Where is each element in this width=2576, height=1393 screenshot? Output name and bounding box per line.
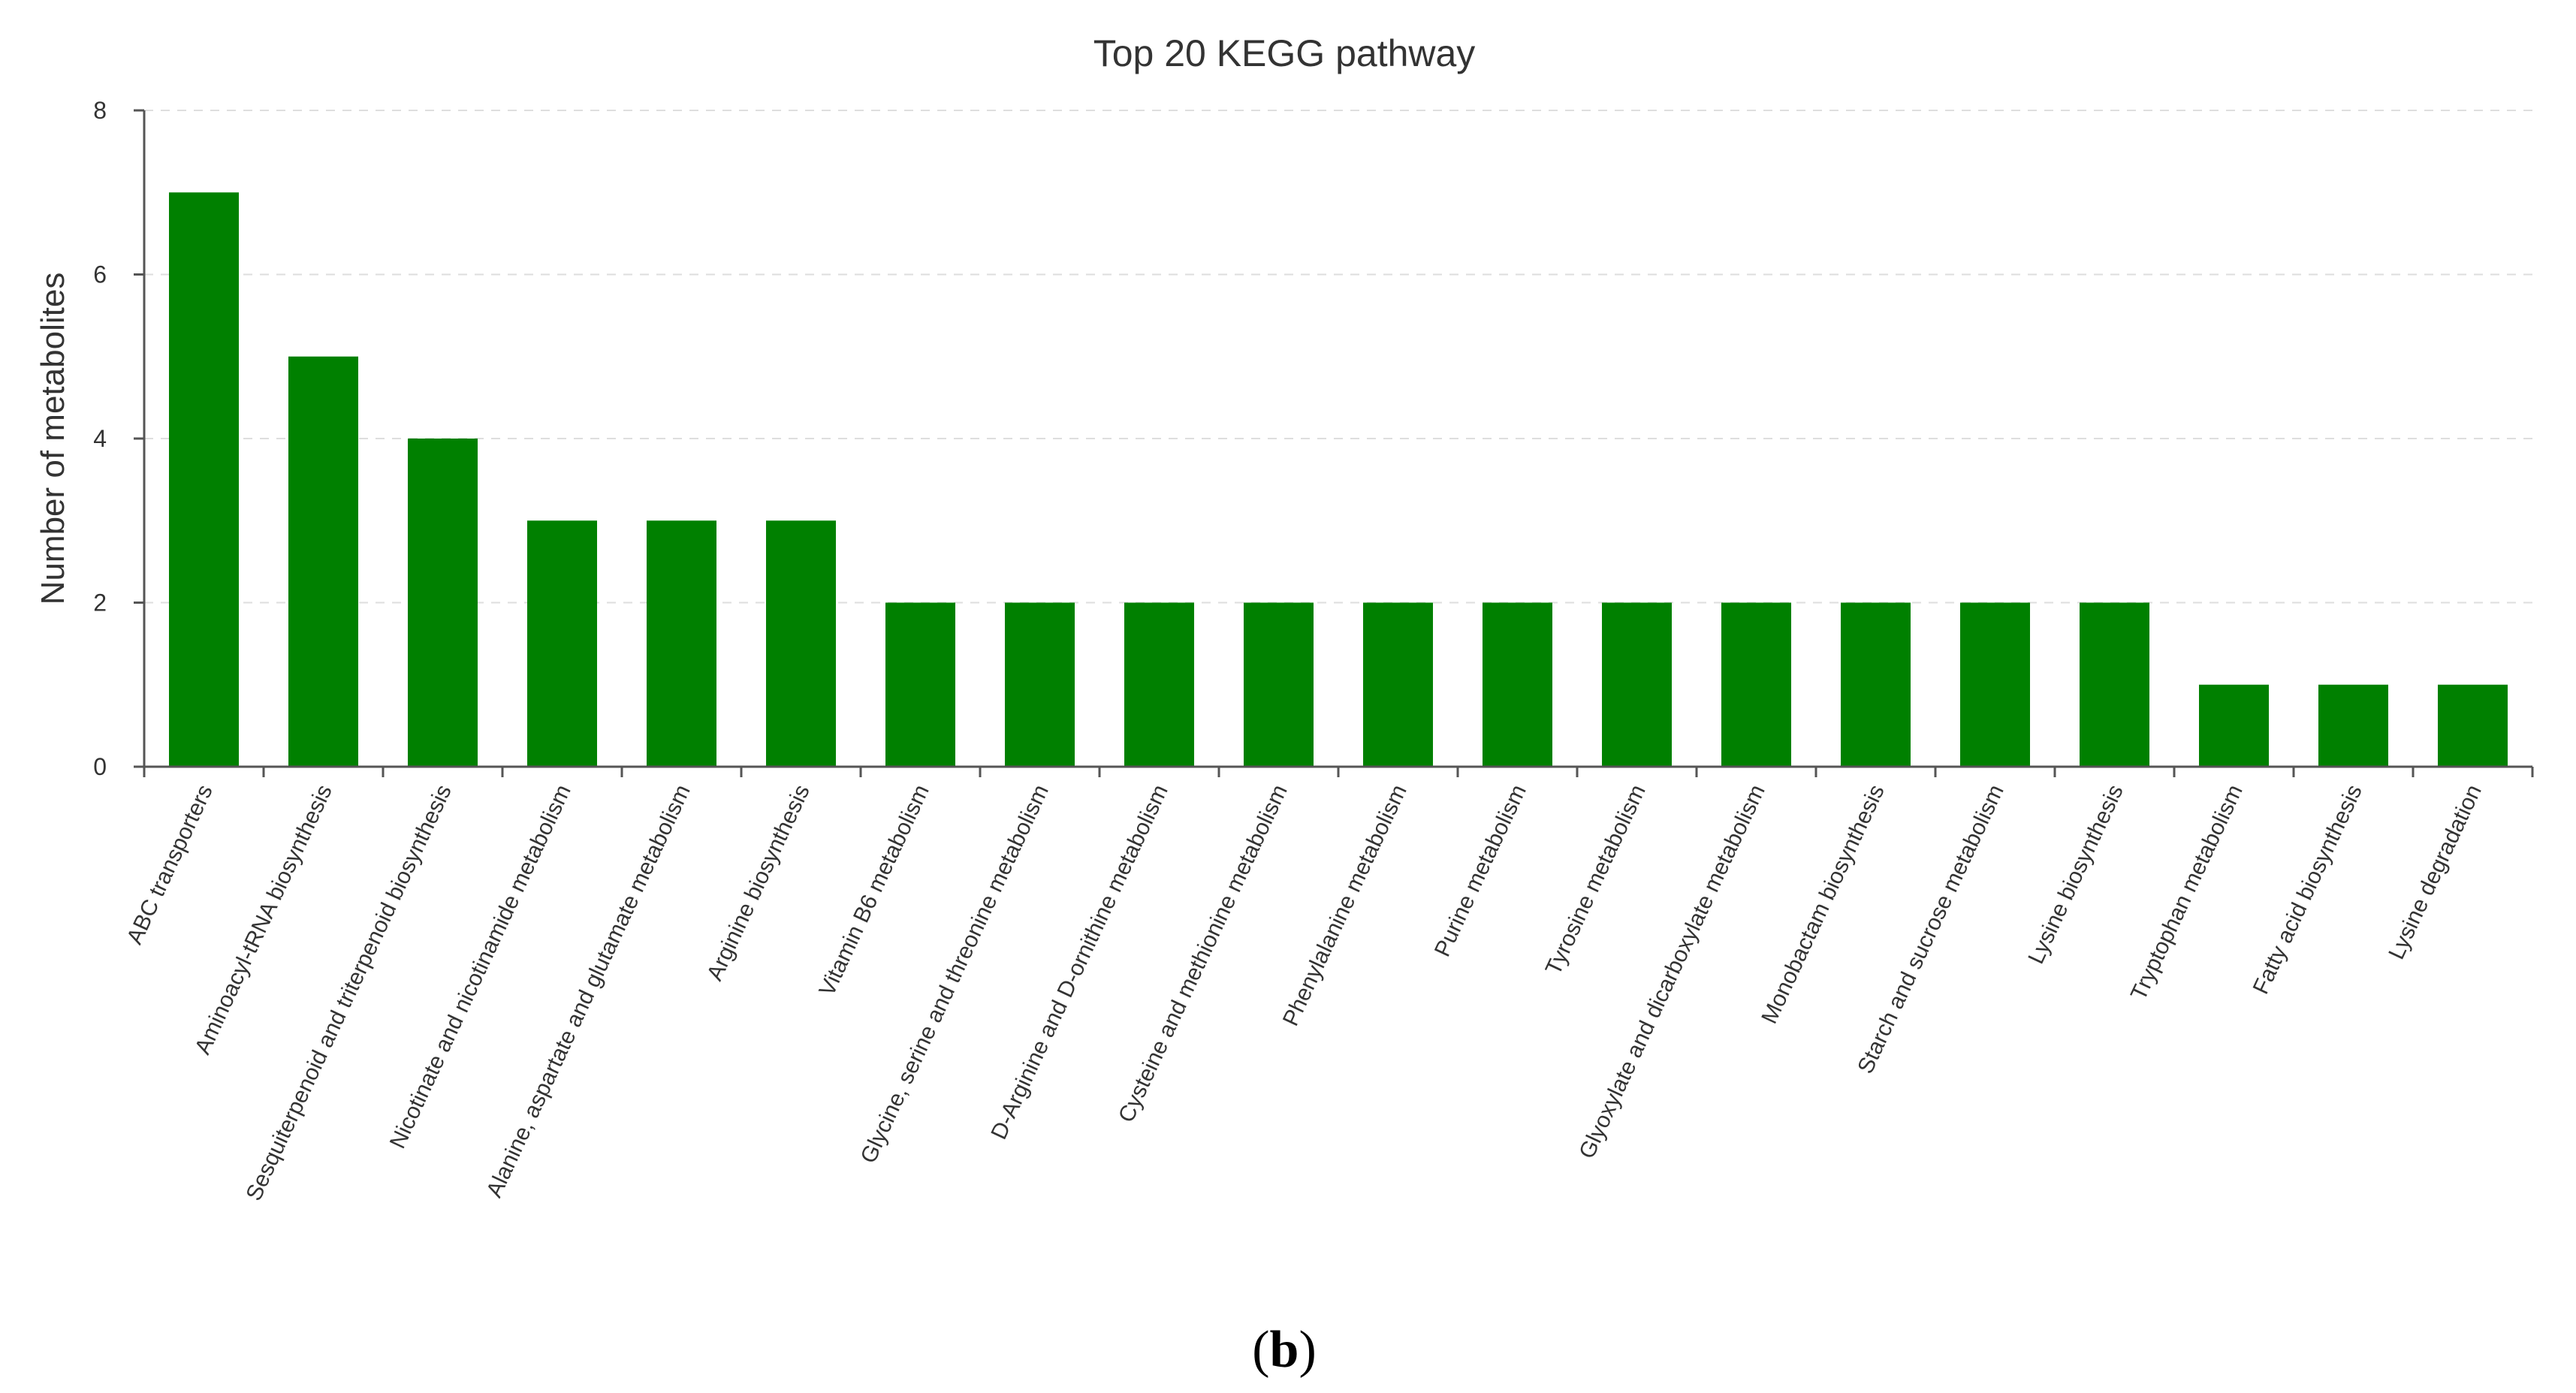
bar [1124,602,1195,767]
x-tick-label: ABC transporters [122,781,218,948]
y-axis-label: Number of metabolites [35,273,71,605]
y-tick-label: 2 [93,589,107,617]
caption-close-paren: ) [1299,1321,1316,1379]
bar [288,356,359,767]
x-tick-label: Tyrosine metabolism [1541,781,1651,978]
bar [526,520,598,767]
gridlines [144,110,2532,604]
x-tick-label: Monobactam biosynthesis [1757,781,1889,1027]
bars [168,192,2508,767]
bar [765,520,837,767]
bar [885,602,956,767]
x-tick-label: Arginine biosynthesis [702,781,815,984]
x-tick-label: Sesquiterpenoid and triterpenoid biosynt… [241,781,456,1205]
figure-caption: (b) [1252,1321,1317,1379]
bar [2079,602,2150,767]
x-tick-label: Starch and sucrose metabolism [1853,781,2008,1078]
x-tick-label: Phenylalanine metabolism [1278,781,1412,1030]
y-tick-label: 0 [93,753,107,780]
y-tick-label: 8 [93,97,107,124]
bar [1959,602,2031,767]
x-tick-label: Lysine biosynthesis [2023,781,2128,968]
x-tick-label: Tryptophan metabolism [2126,781,2248,1004]
caption-letter: b [1270,1321,1299,1379]
bar [1243,602,1314,767]
bar [1721,602,1792,767]
bar [2437,684,2508,767]
bar [1482,602,1553,767]
caption-open-paren: ( [1252,1321,1269,1379]
x-tick-label: Alanine, aspartate and glutamate metabol… [482,781,695,1202]
bar [1601,602,1673,767]
chart-title: Top 20 KEGG pathway [1093,32,1476,74]
x-tick-label: Vitamin B6 metabolism [815,781,934,1000]
bar [2198,684,2270,767]
bar [168,192,240,767]
x-tick-label: Lysine degradation [2384,781,2487,963]
bar [407,439,478,767]
bar [1362,602,1434,767]
bar [1840,602,1911,767]
x-tick-label: Purine metabolism [1430,781,1531,960]
axes: 0 2 4 6 8 [93,97,2534,780]
bar [646,520,717,767]
bar [2318,684,2389,767]
y-tick-label: 6 [93,261,107,288]
x-tick-label: Aminoacyl-tRNA biosynthesis [190,781,337,1058]
bar [1004,602,1075,767]
y-tick-label: 4 [93,425,107,452]
x-tick-label: Fatty acid biosynthesis [2249,781,2367,998]
